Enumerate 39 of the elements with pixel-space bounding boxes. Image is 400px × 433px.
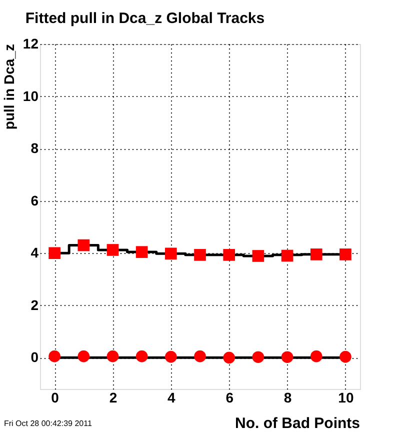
point bbox=[164, 350, 177, 363]
y-tick-label: 2 bbox=[30, 296, 39, 313]
chart-title: Fitted pull in Dca_z Global Tracks bbox=[25, 10, 265, 27]
y-tick-label: 10 bbox=[22, 88, 39, 104]
point bbox=[48, 247, 60, 260]
point bbox=[136, 246, 148, 258]
point bbox=[223, 249, 236, 261]
x-axis-title: No. of Bad Points bbox=[235, 415, 360, 432]
y-tick-label: 0 bbox=[30, 349, 39, 366]
x-tick-label: 0 bbox=[51, 390, 60, 406]
y-tick-label: 6 bbox=[30, 192, 39, 208]
point bbox=[106, 350, 119, 362]
point bbox=[310, 248, 322, 260]
point bbox=[194, 350, 206, 362]
point bbox=[281, 351, 294, 364]
y-axis-title: pull in Dca_z bbox=[1, 44, 17, 130]
point bbox=[340, 248, 352, 260]
point bbox=[252, 351, 264, 364]
point bbox=[194, 249, 206, 261]
point bbox=[136, 350, 148, 362]
point bbox=[252, 250, 264, 262]
point bbox=[78, 239, 90, 252]
y-tick-label: 12 bbox=[22, 36, 39, 52]
point bbox=[78, 350, 90, 362]
x-tick-label: 4 bbox=[168, 390, 176, 406]
point bbox=[48, 350, 60, 362]
point bbox=[310, 350, 322, 362]
point bbox=[164, 248, 177, 260]
point bbox=[106, 244, 119, 256]
text: Fri Oct 28 00:42:39 2011 bbox=[4, 419, 92, 428]
point bbox=[281, 250, 294, 262]
y-tick-label: 8 bbox=[30, 140, 39, 156]
point bbox=[340, 350, 352, 363]
x-tick-label: 8 bbox=[284, 390, 292, 406]
point bbox=[223, 352, 236, 364]
y-tick-label: 4 bbox=[30, 244, 39, 261]
x-tick-label: 6 bbox=[226, 390, 234, 406]
x-tick-label: 2 bbox=[109, 390, 118, 406]
x-tick-label: 10 bbox=[338, 390, 354, 406]
